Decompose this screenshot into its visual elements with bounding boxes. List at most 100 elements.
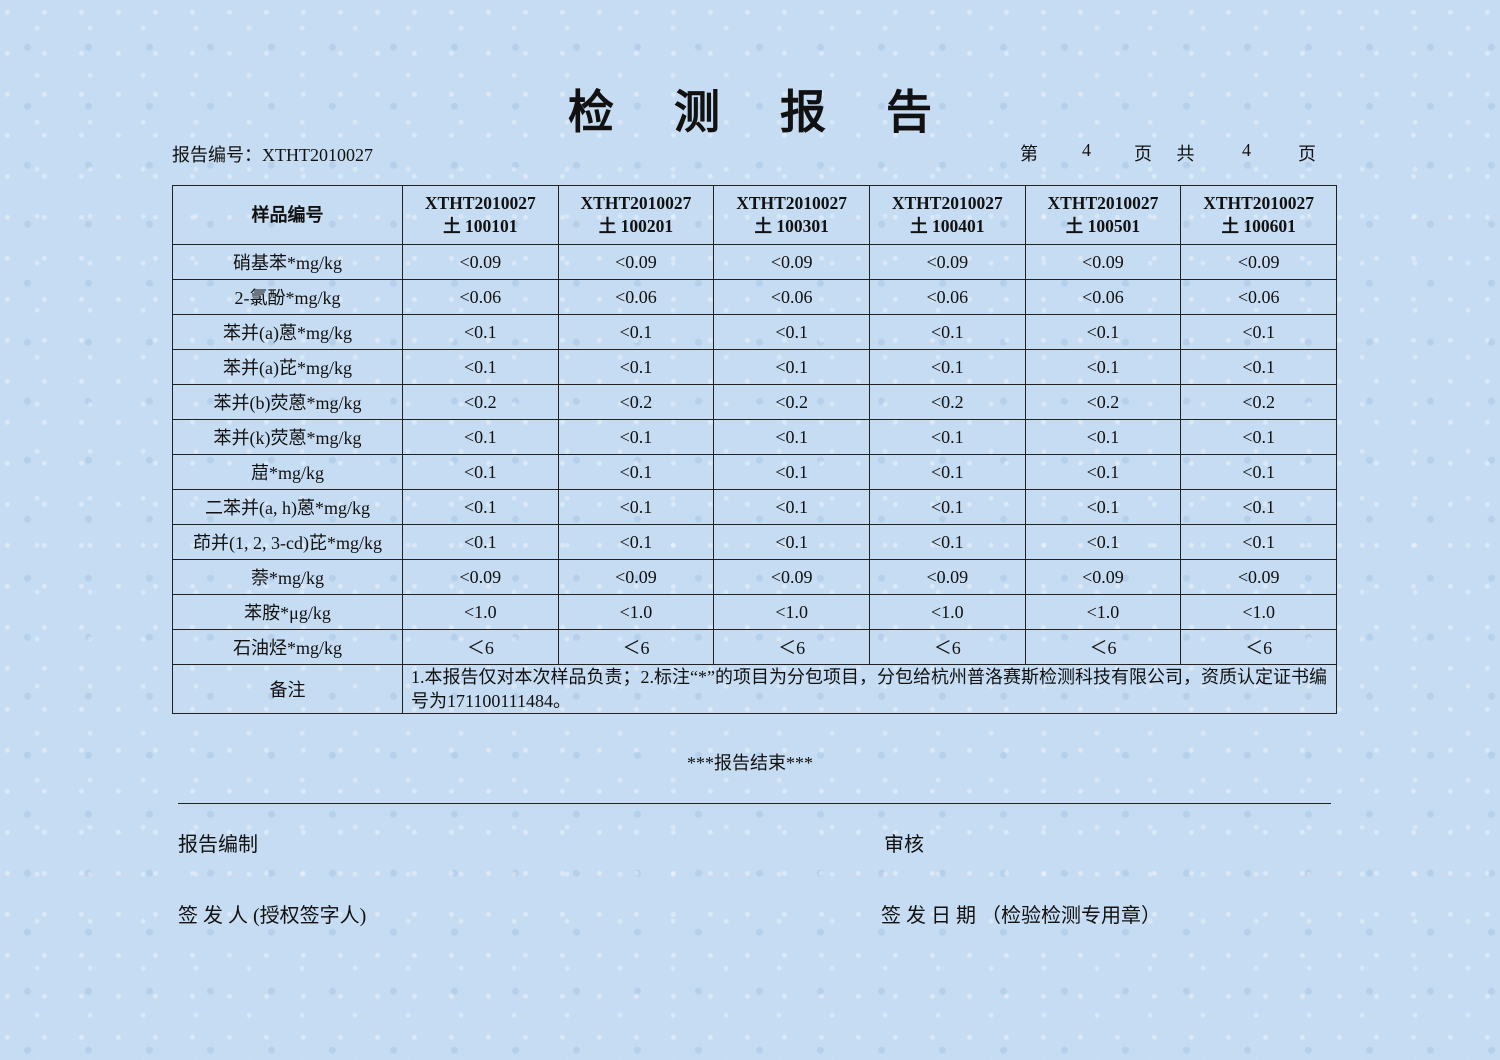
issue-date-label: 签 发 日 期 （检验检测专用章） [881,905,1161,927]
analyte-label: 苯并(k)荧蒽*mg/kg [172,419,403,455]
result-cell: <0.1 [402,349,559,385]
report-title: 检 测 报 告 [567,85,955,139]
result-cell: ＜6 [557,629,715,665]
remarks-text: 1.本报告仅对本次样品负责；2.标注“*”的项目为分包项目，分包给杭州普洛赛斯检… [402,664,1337,714]
result-cell: <0.09 [1180,559,1337,595]
divider [178,803,1331,804]
result-cell: <0.09 [402,559,559,595]
page-current: 4 [1082,140,1091,160]
result-cell: <0.1 [1024,419,1182,455]
analyte-label: 2-氯酚*mg/kg [172,279,403,315]
table-row: 石油烃*mg/kg ＜6 ＜6 ＜6 ＜6 ＜6 ＜6 [172,629,1337,665]
result-cell: <0.1 [713,419,870,455]
result-cell: <0.09 [1024,244,1182,280]
end-marker: ***报告结束*** [687,753,813,773]
result-cell: <0.1 [557,314,715,350]
result-cell: <1.0 [1024,594,1182,630]
result-cell: <0.2 [1024,384,1182,420]
result-cell: ＜6 [1024,629,1182,665]
table-row: 苯胺*μg/kg <1.0 <1.0 <1.0 <1.0 <1.0 <1.0 [172,594,1337,630]
result-cell: <0.1 [713,524,870,560]
analyte-label: 硝基苯*mg/kg [172,244,403,280]
result-cell: <0.06 [713,279,870,315]
sample-batch: XTHT2010027 [1047,193,1159,213]
table-row: 苯并(a)芘*mg/kg <0.1 <0.1 <0.1 <0.1 <0.1 <0.1 [172,349,1337,385]
result-cell: <0.06 [1024,279,1182,315]
table-row: 䓛*mg/kg <0.1 <0.1 <0.1 <0.1 <0.1 <0.1 [172,454,1337,490]
result-cell: <0.09 [557,559,715,595]
analyte-label: 二苯并(a, h)蒽*mg/kg [172,489,403,525]
result-cell: <1.0 [868,594,1026,630]
result-cell: <0.1 [868,524,1026,560]
analyte-label: 苯并(b)荧蒽*mg/kg [172,384,403,420]
sample-column-header: XTHT2010027 土 100401 [868,185,1026,245]
report-number: 报告编号：XTHT2010027 [172,145,373,165]
result-cell: <0.1 [402,454,559,490]
reviewed-by-label: 审核 [884,834,924,856]
sample-batch: XTHT2010027 [580,193,692,213]
result-cell: <0.1 [1180,524,1337,560]
result-cell: <0.1 [557,419,715,455]
result-cell: <0.2 [713,384,870,420]
result-cell: <0.1 [868,454,1026,490]
table-row: 萘*mg/kg <0.09 <0.09 <0.09 <0.09 <0.09 <0.09 [172,559,1337,595]
sample-batch: XTHT2010027 [736,193,848,213]
sample-column-header: XTHT2010027 土 100601 [1180,185,1337,245]
page-prefix: 第 [1020,144,1038,164]
result-cell: <0.1 [1024,349,1182,385]
page-mid: 页 共 [1134,144,1195,164]
result-cell: <0.09 [1024,559,1182,595]
analyte-label: 萘*mg/kg [172,559,403,595]
result-cell: <1.0 [557,594,715,630]
analyte-label: 苯并(a)蒽*mg/kg [172,314,403,350]
result-cell: <0.09 [713,244,870,280]
prepared-by-label: 报告编制 [178,834,258,856]
result-cell: ＜6 [1180,629,1337,665]
analyte-label: 石油烃*mg/kg [172,629,403,665]
analyte-label: 苯胺*μg/kg [172,594,403,630]
result-cell: <0.09 [402,244,559,280]
sample-id: 土 100301 [754,216,829,236]
result-cell: <0.1 [1180,314,1337,350]
result-cell: <0.1 [402,489,559,525]
result-cell: <0.1 [713,349,870,385]
page-suffix: 页 [1298,144,1316,164]
result-cell: <1.0 [402,594,559,630]
result-cell: <1.0 [1180,594,1337,630]
table-row: 苯并(b)荧蒽*mg/kg <0.2 <0.2 <0.2 <0.2 <0.2 <0.2 [172,384,1337,420]
result-cell: <0.2 [557,384,715,420]
sample-batch: XTHT2010027 [1203,193,1315,213]
result-cell: <0.2 [402,384,559,420]
page-total: 4 [1242,140,1251,160]
result-cell: <0.1 [1024,524,1182,560]
result-cell: <0.1 [1024,489,1182,525]
sample-id: 土 100501 [1065,216,1141,236]
remarks-row: 备注 1.本报告仅对本次样品负责；2.标注“*”的项目为分包项目，分包给杭州普洛赛… [172,664,1337,714]
result-cell: <0.1 [1180,419,1337,455]
sample-batch: XTHT2010027 [891,193,1003,213]
analyte-label: 䓛*mg/kg [172,454,403,490]
result-cell: <0.06 [868,279,1026,315]
result-cell: ＜6 [402,629,559,665]
issuer-label: 签 发 人 (授权签字人) [178,905,367,927]
result-cell: <0.1 [868,419,1026,455]
sample-id: 土 100401 [910,216,985,236]
remarks-label: 备注 [172,664,403,714]
result-cell: <0.2 [868,384,1026,420]
result-cell: <0.1 [557,454,715,490]
result-cell: <0.2 [1180,384,1337,420]
result-cell: <0.1 [713,489,870,525]
result-cell: <0.1 [402,314,559,350]
table-row: 二苯并(a, h)蒽*mg/kg <0.1 <0.1 <0.1 <0.1 <0.1 <0.1 [172,489,1337,525]
result-cell: <0.1 [868,314,1026,350]
result-cell: <0.1 [1024,314,1182,350]
sample-column-header: XTHT2010027 土 100501 [1024,185,1182,245]
result-cell: <0.1 [868,349,1026,385]
result-cell: <0.1 [557,524,715,560]
sample-batch: XTHT2010027 [424,193,536,213]
corner-header: 样品编号 [172,185,403,245]
result-cell: <0.06 [1180,279,1337,315]
result-cell: <0.09 [868,244,1026,280]
result-cell: <0.06 [557,279,715,315]
sample-column-header: XTHT2010027 土 100301 [713,185,870,245]
